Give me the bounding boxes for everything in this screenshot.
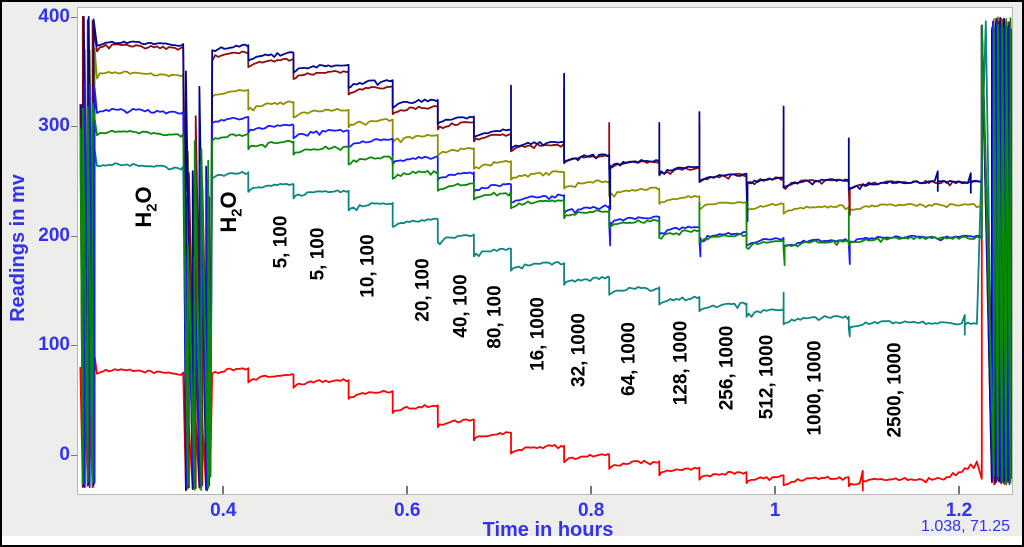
annotation-label: 5, 100 [307,227,329,281]
annotation-label: 10, 100 [357,234,379,299]
x-tick-mark [590,486,593,494]
annotation-label: 64, 1000 [618,322,640,397]
y-tick-mark [71,126,77,128]
x-axis-title: Time in hours [482,519,614,541]
y-tick-mark [71,345,77,347]
annotation-label: 1000, 1000 [804,340,826,436]
x-tick-label: 0.8 [577,500,605,521]
y-tick-label: 100 [38,334,70,356]
annotation-label: 256, 1000 [716,325,738,411]
annotation-label: 512, 1000 [756,334,778,420]
y-tick-mark [71,454,77,456]
y-tick-label: 200 [38,224,70,246]
bottom-margin [2,536,1022,545]
x-tick-mark [406,486,409,494]
annotation-label: 2500, 1000 [884,342,906,438]
annotation-label: 40, 100 [450,274,472,338]
x-tick-mark [774,486,777,494]
annotation-label: 5, 100 [270,215,292,269]
y-tick-mark [71,16,77,18]
x-tick-label: 0.6 [394,500,421,521]
x-tick-label: 0.4 [210,500,237,521]
x-tick-mark [958,486,961,494]
y-tick-label: 300 [38,115,70,137]
annotation-label: H2O [216,190,246,233]
cursor-coordinate-readout: 1.038, 71.25 [921,518,1010,535]
x-tick-label: 1.2 [945,500,973,521]
annotation-label: 32, 1000 [568,312,590,387]
annotation-label: H2O [131,186,161,228]
x-tick-label: 1 [769,500,781,521]
y-tick-mark [71,235,77,237]
annotation-label: 20, 100 [412,258,434,323]
annotation-label: 128, 1000 [670,320,692,405]
x-tick-mark [222,486,225,494]
y-tick-label: 400 [38,5,70,27]
plot-area[interactable] [77,7,1013,495]
annotation-label: 16, 1000 [527,297,549,372]
y-axis-title: Readings in mv [7,174,29,322]
annotation-label: 80, 100 [484,284,506,349]
y-tick-label: 0 [59,443,70,465]
